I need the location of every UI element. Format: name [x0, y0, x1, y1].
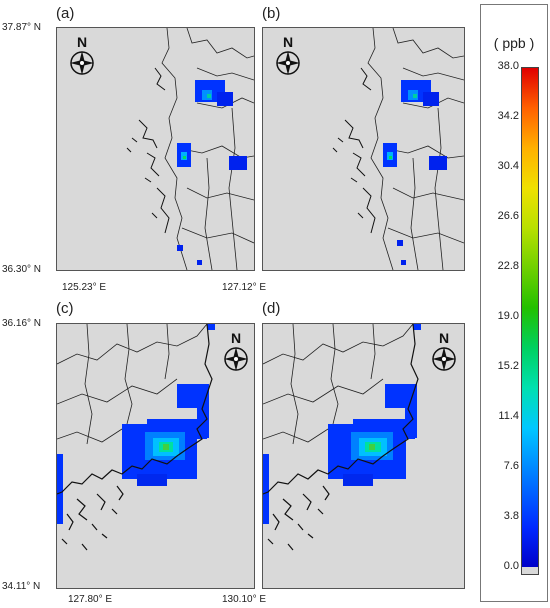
- colorbar-tick-label: 0.0: [503, 560, 519, 572]
- colorbar-tick-label: 3.8: [503, 510, 519, 522]
- coord-top-lat-max: 37.87° N: [2, 22, 42, 33]
- map-c: [57, 324, 215, 551]
- legend: ( ppb ) 38.0 34.2 30.4 26.6 22.8 19.0 15.2 11.4…: [480, 4, 548, 602]
- colorbar-tick-label: 30.4: [497, 160, 519, 172]
- compass-rose-icon: [276, 51, 300, 75]
- colorbar-tick-label: 15.2: [497, 360, 519, 372]
- coord-bottom-lat-max: 36.16° N: [2, 318, 42, 329]
- colorbar: [521, 67, 539, 569]
- coord-top-lon-min: 125.23° E: [62, 282, 107, 293]
- colorbar-tick-label: 11.4: [498, 410, 519, 422]
- concentration-cells-c: [57, 324, 215, 524]
- panel-label-a: (a): [56, 5, 75, 22]
- colorbar-tick-label: 22.8: [497, 260, 519, 272]
- concentration-cells-d: [263, 324, 421, 524]
- north-arrow-d: N: [427, 330, 461, 374]
- coord-top-lat-min: 36.30° N: [2, 264, 42, 275]
- colorbar-tick-label: 19.0: [497, 310, 519, 322]
- colorbar-tick-label: 26.6: [497, 210, 519, 222]
- map-b: [332, 28, 464, 270]
- compass-rose-icon: [70, 51, 94, 75]
- panel-label-b: (b): [262, 5, 281, 22]
- map-panel-b: N: [262, 27, 465, 271]
- map-panel-c: N: [56, 323, 255, 589]
- panel-label-c: (c): [56, 300, 74, 317]
- map-panel-d: N: [262, 323, 465, 589]
- concentration-cells-b: [383, 80, 447, 265]
- north-arrow-b: N: [271, 34, 305, 78]
- compass-rose-icon: [432, 347, 456, 371]
- map-panel-a: N: [56, 27, 255, 271]
- coord-bottom-lon-min: 127.80° E: [68, 594, 113, 605]
- coord-top-lon-max: 127.12° E: [222, 282, 267, 293]
- legend-unit: ( ppb ): [493, 35, 535, 51]
- concentration-cells-a: [177, 80, 247, 265]
- colorbar-zero-swatch: [521, 567, 539, 575]
- colorbar-tick-label: 34.2: [497, 110, 519, 122]
- map-d: [263, 324, 421, 551]
- map-a: [126, 28, 254, 270]
- coord-bottom-lon-max: 130.10° E: [222, 594, 267, 605]
- colorbar-tick-label: 7.6: [503, 460, 519, 472]
- coord-bottom-lat-min: 34.11° N: [2, 581, 41, 592]
- panel-label-d: (d): [262, 300, 281, 317]
- colorbar-tick-label: 38.0: [497, 60, 519, 72]
- north-arrow-c: N: [219, 330, 253, 374]
- compass-rose-icon: [224, 347, 248, 371]
- north-arrow-a: N: [65, 34, 99, 78]
